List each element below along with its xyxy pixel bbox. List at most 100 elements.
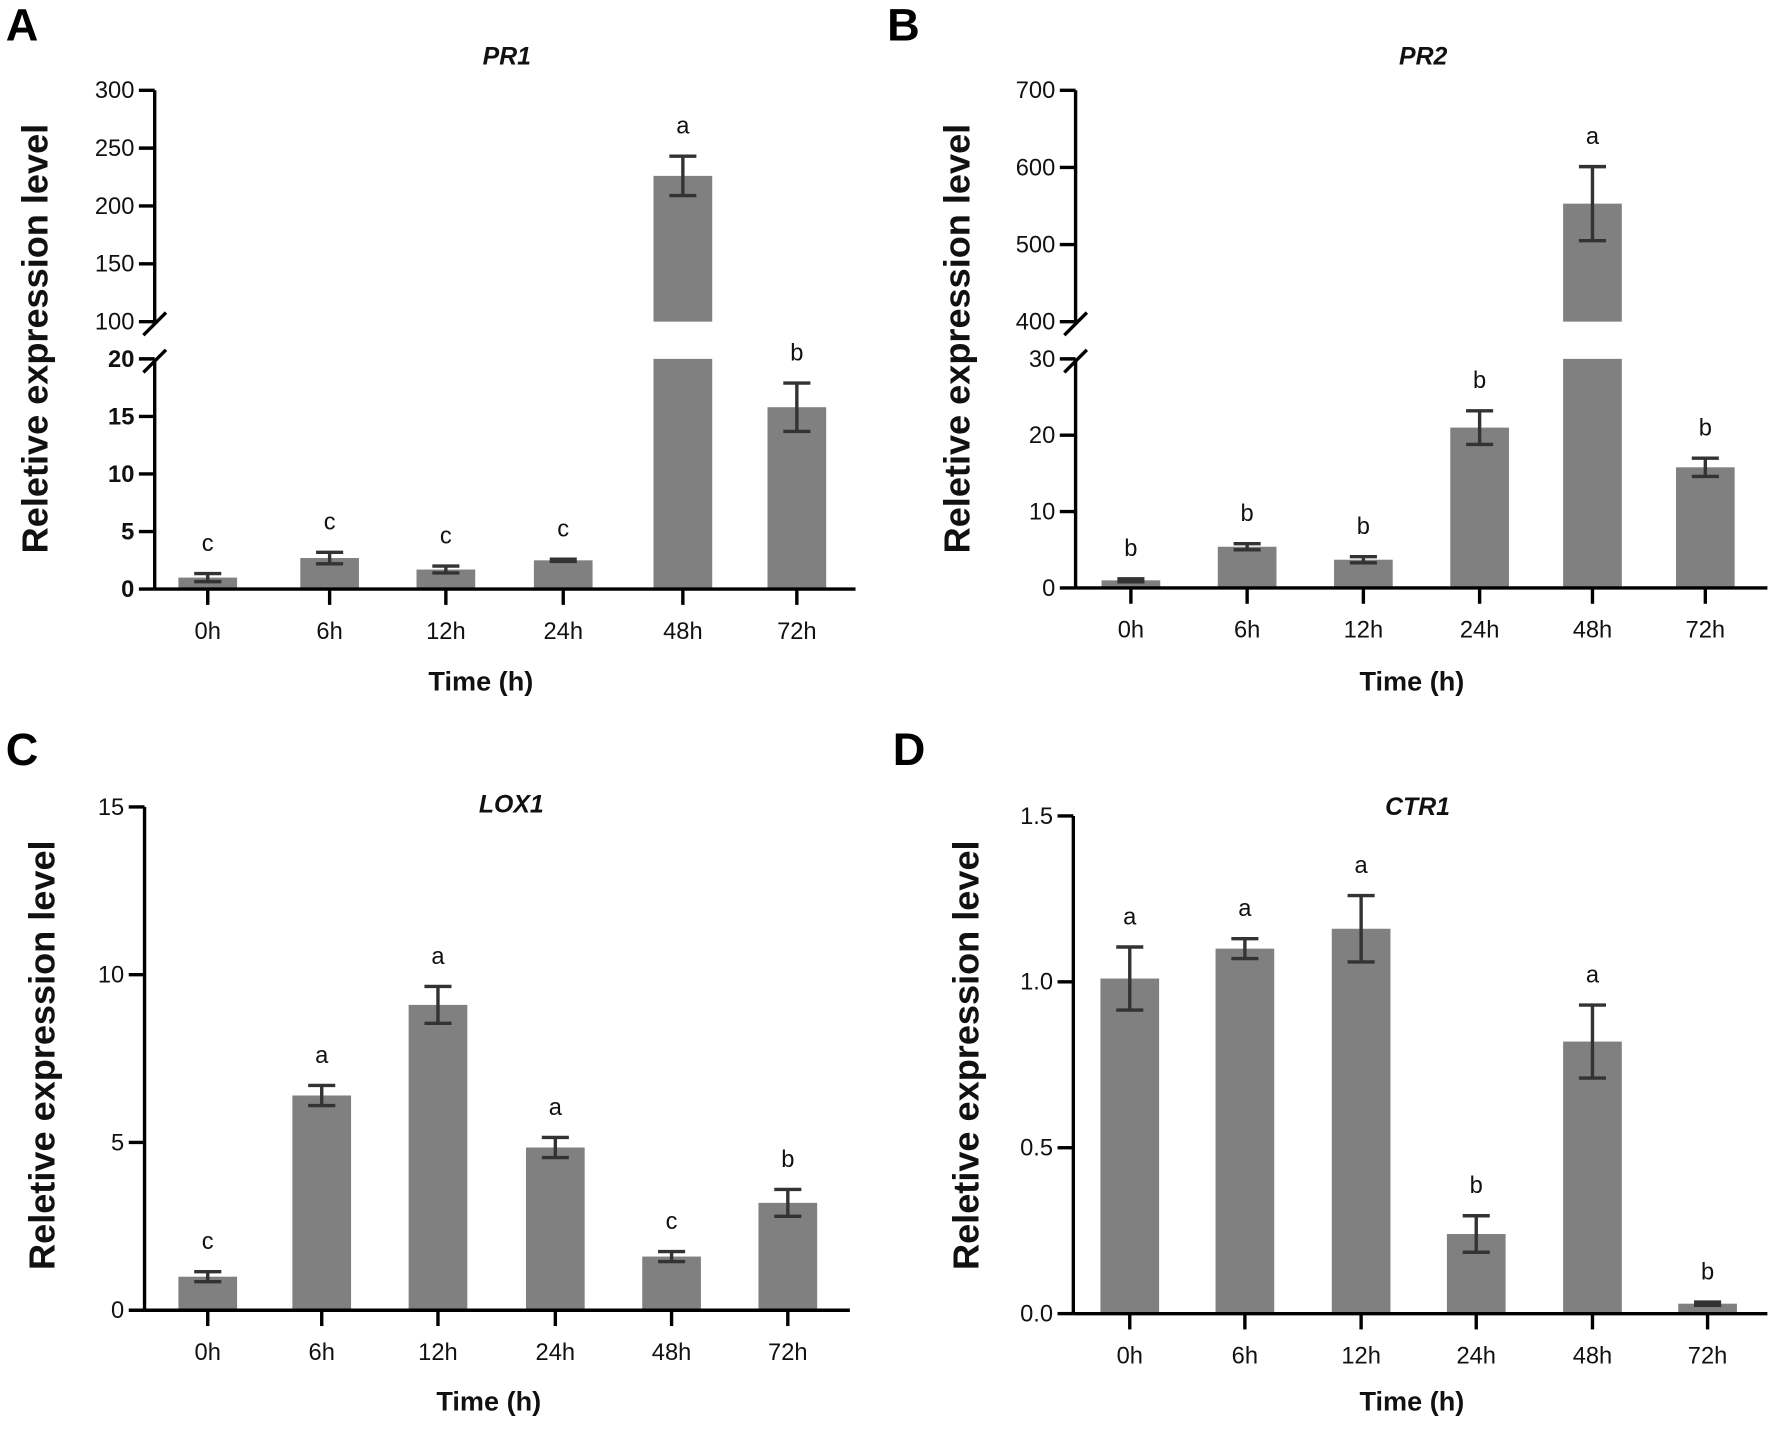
- x-tick-label: 0h: [195, 1340, 221, 1366]
- y-tick-label: 300: [95, 78, 135, 104]
- y-tick-label: 15: [108, 404, 134, 430]
- bar-0h: [1100, 978, 1160, 1314]
- x-axis-label: Time (h): [428, 666, 533, 697]
- error-bar: [1578, 1003, 1607, 1080]
- error-bar: [1233, 541, 1261, 552]
- bar-6h: [292, 1095, 352, 1311]
- x-tick-label: 72h: [1688, 1343, 1728, 1369]
- significance-letter: a: [431, 944, 445, 970]
- bar-0h: [178, 577, 238, 590]
- significance-letter: b: [1473, 368, 1486, 394]
- error-bar: [194, 1269, 222, 1284]
- chart-title: LOX1: [479, 792, 544, 819]
- error-bar: [658, 1249, 686, 1264]
- y-axis-label: Reletive expression level: [937, 124, 978, 554]
- x-tick-label: 48h: [663, 619, 703, 645]
- error-bar: [549, 557, 577, 564]
- x-tick-label: 0h: [1117, 1343, 1143, 1369]
- bar-72h: [1678, 1303, 1737, 1314]
- significance-letter: b: [1124, 536, 1137, 562]
- bar-48h: [1563, 358, 1622, 588]
- panel-label: D: [893, 724, 926, 775]
- y-axis-label: Reletive expression level: [15, 124, 56, 554]
- y-tick-label: 500: [1016, 232, 1056, 258]
- bar-6h: [1217, 546, 1277, 588]
- x-tick-label: 6h: [309, 1340, 335, 1366]
- bar-72h: [1675, 467, 1735, 588]
- axis-break-mark: [1063, 311, 1089, 337]
- significance-letter: c: [557, 517, 569, 543]
- y-tick-label: 200: [95, 194, 135, 220]
- bar-72h: [758, 1202, 818, 1311]
- bar-72h: [767, 407, 827, 590]
- significance-letter: b: [790, 340, 803, 366]
- y-tick-label: 0.5: [1020, 1136, 1053, 1162]
- x-tick-label: 72h: [1686, 618, 1726, 644]
- y-tick-label: 400: [1016, 310, 1056, 336]
- panel-label: B: [887, 0, 920, 51]
- bar-48h: [653, 358, 713, 590]
- bar-6h: [1215, 948, 1275, 1314]
- x-tick-label: 6h: [1232, 1343, 1258, 1369]
- y-tick-label: 5: [111, 1130, 124, 1156]
- error-bar: [1349, 554, 1377, 565]
- y-axis-label: Reletive expression level: [946, 840, 987, 1270]
- y-tick-label: 15: [98, 795, 124, 821]
- error-bar: [1462, 1214, 1490, 1254]
- y-tick-label: 10: [1029, 500, 1055, 526]
- panel-b: B PR2 Time (h) Reletive expression level b 0h…: [887, 0, 1768, 697]
- x-tick-label: 48h: [652, 1340, 692, 1366]
- error-bar: [669, 154, 697, 198]
- bar-48h: [642, 1256, 701, 1311]
- error-bar: [424, 984, 452, 1026]
- x-tick-label: 0h: [1118, 618, 1144, 644]
- axis-break-mark: [142, 348, 168, 374]
- y-tick-label: 250: [95, 136, 135, 162]
- y-tick-label: 10: [108, 462, 134, 488]
- x-axis-label: Time (h): [436, 1386, 541, 1417]
- error-bar: [1116, 945, 1144, 1012]
- panel-c: C LOX1 Time (h) Reletive expression level c 0…: [6, 724, 850, 1417]
- significance-letter: a: [1586, 962, 1600, 988]
- x-tick-label: 48h: [1573, 618, 1613, 644]
- significance-letter: a: [1355, 853, 1369, 879]
- error-bar: [783, 381, 811, 434]
- y-tick-label: 10: [98, 963, 124, 989]
- significance-letter: c: [666, 1209, 678, 1235]
- significance-letter: c: [202, 531, 214, 557]
- x-tick-label: 24h: [1456, 1343, 1496, 1369]
- error-bar: [1694, 1300, 1722, 1308]
- significance-letter: c: [202, 1229, 214, 1255]
- y-tick-label: 150: [95, 252, 135, 278]
- x-tick-label: 24h: [1460, 618, 1500, 644]
- bar-upper-48h: [653, 175, 713, 322]
- y-tick-label: 1.5: [1020, 804, 1053, 830]
- bar-24h: [1450, 427, 1509, 588]
- error-bar: [432, 564, 460, 575]
- error-bar: [316, 550, 344, 566]
- y-tick-label: 600: [1016, 155, 1056, 181]
- x-tick-label: 6h: [316, 619, 342, 645]
- significance-letter: b: [1699, 416, 1712, 442]
- significance-letter: a: [549, 1095, 563, 1121]
- x-tick-label: 12h: [418, 1340, 458, 1366]
- x-axis-label: Time (h): [1359, 1386, 1464, 1417]
- error-bar: [308, 1083, 336, 1108]
- y-tick-label: 5: [121, 519, 134, 545]
- x-tick-label: 12h: [1341, 1343, 1381, 1369]
- y-tick-label: 100: [95, 310, 135, 336]
- bar-0h: [1101, 580, 1161, 588]
- bar-12h: [408, 1004, 468, 1311]
- significance-letter: a: [1123, 904, 1137, 930]
- bar-12h: [416, 569, 476, 590]
- chart-title: CTR1: [1385, 794, 1450, 821]
- y-tick-label: 1.0: [1020, 970, 1053, 996]
- error-bar: [541, 1135, 569, 1160]
- y-tick-label: 0: [121, 577, 134, 603]
- panel-label: A: [6, 0, 39, 51]
- bar-48h: [1563, 1041, 1622, 1314]
- panel-label: C: [6, 724, 39, 775]
- error-bar: [1578, 164, 1607, 243]
- error-bar: [774, 1187, 802, 1218]
